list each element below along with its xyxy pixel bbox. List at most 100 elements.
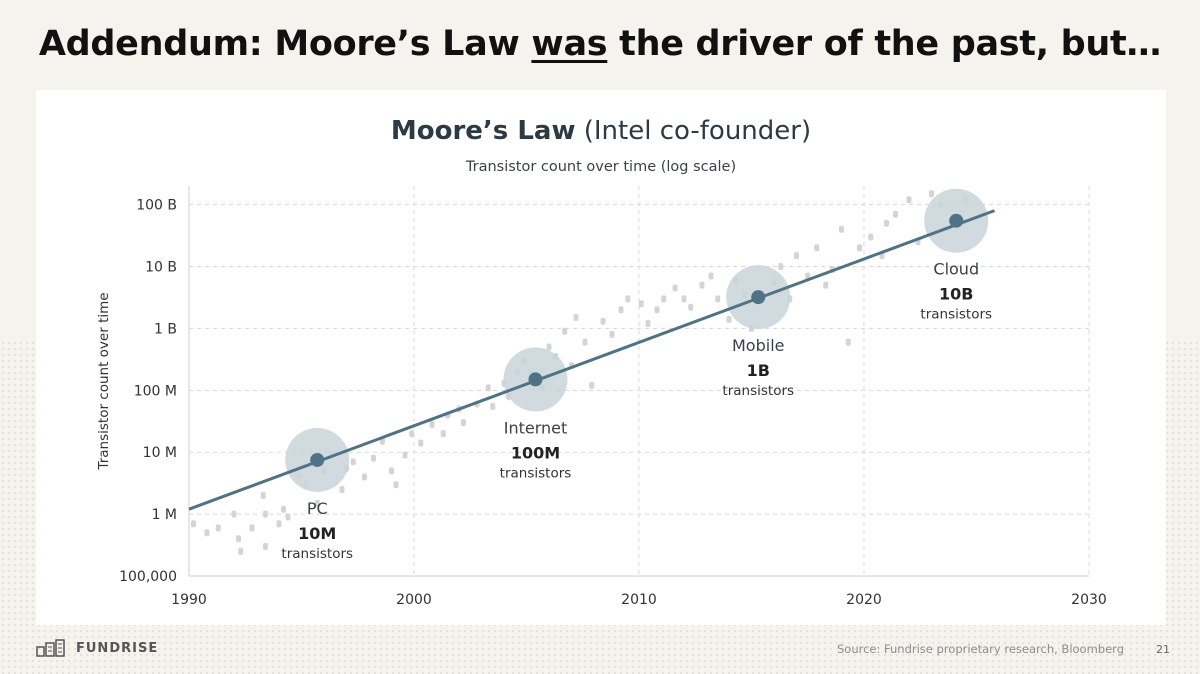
- x-tick-label: 2030: [1071, 592, 1107, 608]
- scatter-point: [418, 439, 424, 447]
- scatter-point: [281, 505, 286, 513]
- scatter-point: [645, 320, 651, 328]
- scatter-point: [263, 510, 268, 518]
- chart-title: Moore’s Law (Intel co-founder): [36, 116, 1166, 146]
- scatter-point: [609, 330, 615, 338]
- scatter-point: [884, 219, 889, 227]
- y-tick-label: 1 M: [152, 507, 177, 523]
- scatter-point: [429, 421, 435, 429]
- scatter-point: [440, 430, 446, 438]
- scatter-point: [276, 520, 282, 528]
- scatter-point: [688, 303, 694, 311]
- milestone-value: 10B: [939, 285, 973, 304]
- scatter-point: [546, 343, 552, 351]
- scatter-point: [600, 317, 606, 325]
- scatter-point: [249, 524, 255, 532]
- milestone-dot: [310, 452, 325, 467]
- scatter-point: [215, 524, 221, 532]
- y-tick-label: 10 M: [143, 445, 177, 461]
- chart-title-rest: (Intel co-founder): [575, 116, 812, 146]
- scatter-point: [893, 210, 898, 218]
- scatter-point: [393, 481, 399, 489]
- milestone-dot: [949, 213, 964, 228]
- scatter-point: [573, 314, 579, 322]
- milestone-name: Mobile: [732, 336, 784, 355]
- scatter-point: [823, 281, 829, 289]
- slide-title-prefix: Addendum: Moore’s Law: [38, 24, 532, 64]
- scatter-point: [778, 263, 784, 271]
- scatter-point: [857, 244, 862, 252]
- scatter-point: [314, 499, 320, 507]
- scatter-point: [681, 295, 687, 303]
- scatter-point: [204, 529, 210, 537]
- moores-law-chart: 100,000 1 M 10 M 100 M 1 B 10 B 100 B 1990 2000 2…: [96, 186, 1107, 608]
- chart-card: Moore’s Law (Intel co-founder) Transisto…: [36, 90, 1166, 625]
- milestone-value: 10M: [298, 524, 336, 543]
- scatter-point: [582, 338, 588, 346]
- scatter-point: [350, 458, 356, 466]
- scatter-point: [402, 451, 408, 459]
- y-tick-label: 100,000: [119, 569, 177, 585]
- scatter-point: [618, 306, 624, 314]
- source-note: Source: Fundrise proprietary research, B…: [836, 642, 1124, 656]
- scatter-point: [362, 473, 367, 481]
- scatter-point: [485, 384, 491, 392]
- scatter-point: [708, 272, 714, 280]
- y-tick-label: 1 B: [154, 321, 177, 337]
- y-tick-label: 100 B: [136, 198, 177, 214]
- milestone-value: 1B: [747, 361, 770, 380]
- trend-line: [188, 209, 996, 511]
- scatter-point: [380, 437, 385, 445]
- x-tick-label: 1990: [171, 592, 207, 608]
- milestone-dot: [751, 290, 766, 305]
- milestone-unit: transistors: [281, 546, 353, 562]
- y-axis-label: Transistor count over time: [96, 292, 112, 470]
- scatter-point: [260, 491, 266, 499]
- milestone-name: Cloud: [933, 260, 979, 279]
- y-tick-label: 10 B: [145, 260, 177, 276]
- scatter-point: [868, 233, 874, 241]
- scatter-point: [906, 196, 912, 204]
- milestone-unit: transistors: [920, 307, 992, 323]
- scatter-point: [371, 454, 376, 462]
- milestone-name: PC: [307, 499, 328, 518]
- scatter-point: [238, 547, 244, 555]
- scatter-point: [339, 485, 345, 493]
- scatter-point: [625, 295, 631, 303]
- scatter-point: [191, 520, 196, 528]
- slide-title-emphasis: was: [531, 24, 608, 64]
- scatter-point: [814, 244, 820, 252]
- chart-subtitle: Transistor count over time (log scale): [465, 159, 737, 175]
- brand-logo: FUNDRISE: [36, 639, 158, 657]
- scatter-point: [839, 225, 844, 233]
- milestone-name: Internet: [504, 418, 568, 437]
- milestone-dot: [528, 372, 543, 387]
- scatter-point: [589, 381, 595, 389]
- scatter-point: [672, 284, 678, 292]
- scatter-point: [794, 252, 799, 260]
- scatter-point: [461, 419, 466, 427]
- scatter-point: [562, 327, 568, 335]
- scatter-point: [389, 467, 394, 475]
- x-tick-label: 2020: [846, 592, 882, 608]
- scatter-point: [231, 510, 237, 518]
- buildings-icon: [36, 639, 65, 657]
- scatter-point: [654, 306, 660, 314]
- page-number: 21: [1156, 643, 1170, 656]
- scatter-point: [490, 402, 496, 410]
- milestone-unit: transistors: [722, 383, 794, 399]
- milestone-unit: transistors: [500, 465, 572, 481]
- scatter-point: [715, 295, 721, 303]
- scatter-point: [726, 315, 732, 323]
- scatter-point: [285, 513, 291, 521]
- scatter-point: [638, 300, 644, 308]
- chart-title-bold: Moore’s Law: [390, 116, 576, 146]
- scatter-point: [236, 535, 241, 543]
- scatter-point: [845, 338, 851, 346]
- x-tick-label: 2010: [621, 592, 657, 608]
- brand-name: FUNDRISE: [76, 640, 159, 656]
- scatter-point: [263, 542, 268, 550]
- scatter-point: [699, 281, 705, 289]
- scatter-point: [661, 295, 667, 303]
- slide-title-suffix: the driver of the past, but…: [607, 24, 1162, 64]
